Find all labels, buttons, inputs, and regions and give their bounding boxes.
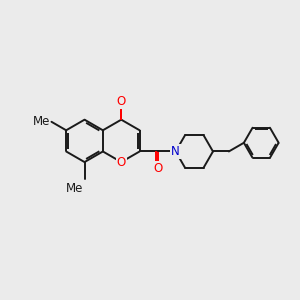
Text: O: O <box>117 156 126 169</box>
Text: N: N <box>171 145 180 158</box>
Text: O: O <box>154 162 163 176</box>
Text: O: O <box>117 95 126 108</box>
Text: Me: Me <box>66 182 83 195</box>
Text: Me: Me <box>33 115 50 128</box>
